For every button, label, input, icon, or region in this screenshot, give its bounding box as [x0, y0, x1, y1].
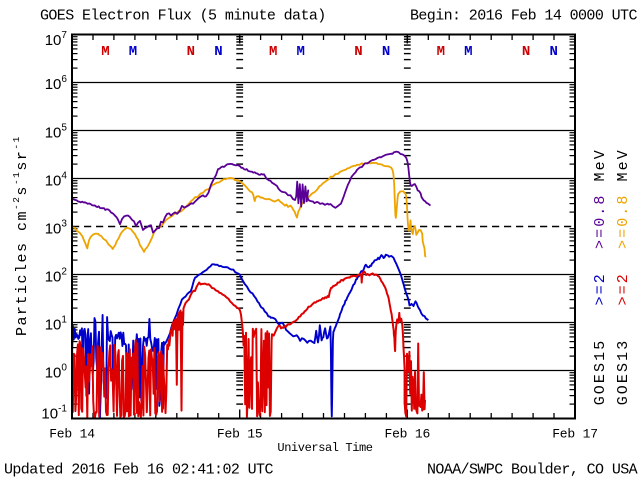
svg-text:>=0.8: >=0.8 [615, 193, 632, 249]
svg-text:10: 10 [45, 365, 62, 382]
svg-text:M: M [101, 44, 109, 60]
svg-text:-1: -1 [58, 404, 67, 415]
svg-text:MeV: MeV [592, 148, 609, 181]
svg-text:N: N [522, 44, 530, 60]
svg-text:NOAA/SWPC Boulder, CO USA: NOAA/SWPC Boulder, CO USA [427, 462, 638, 479]
svg-text:Feb 16: Feb 16 [384, 427, 430, 442]
svg-text:0: 0 [61, 363, 67, 374]
svg-text:10: 10 [45, 32, 62, 49]
svg-text:Universal Time: Universal Time [277, 441, 372, 455]
svg-text:10: 10 [45, 76, 62, 93]
svg-text:M: M [296, 44, 304, 60]
svg-text:Feb 15: Feb 15 [217, 427, 263, 442]
svg-text:M: M [129, 44, 137, 60]
svg-text:3: 3 [61, 219, 67, 230]
svg-text:10: 10 [45, 221, 62, 238]
svg-text:5: 5 [61, 123, 67, 134]
svg-text:N: N [214, 44, 222, 60]
svg-text:6: 6 [61, 74, 67, 85]
svg-text:M: M [437, 44, 445, 60]
svg-text:Feb 17: Feb 17 [552, 427, 598, 442]
svg-text:>=2: >=2 [615, 272, 632, 305]
svg-text:>=0.8: >=0.8 [592, 193, 609, 249]
svg-text:MeV: MeV [615, 148, 632, 181]
svg-text:2: 2 [61, 267, 67, 278]
svg-text:GOES13: GOES13 [615, 339, 632, 406]
svg-text:Feb 14: Feb 14 [49, 427, 95, 442]
svg-text:M: M [269, 44, 277, 60]
svg-text:1: 1 [61, 315, 67, 326]
svg-text:N: N [382, 44, 390, 60]
svg-text:10: 10 [45, 173, 62, 190]
svg-text:GOES Electron Flux (5 minute d: GOES Electron Flux (5 minute data) [40, 8, 326, 25]
svg-text:>=2: >=2 [592, 272, 609, 305]
svg-text:Updated 2016 Feb 16 02:41:02 U: Updated 2016 Feb 16 02:41:02 UTC [4, 462, 273, 479]
svg-text:10: 10 [45, 317, 62, 334]
svg-text:N: N [549, 44, 557, 60]
svg-text:10: 10 [45, 125, 62, 142]
svg-text:Begin: 2016 Feb 14 0000 UTC: Begin: 2016 Feb 14 0000 UTC [410, 8, 637, 25]
svg-text:4: 4 [61, 171, 67, 182]
svg-text:7: 7 [61, 30, 67, 41]
svg-text:M: M [464, 44, 472, 60]
svg-text:GOES15: GOES15 [592, 339, 609, 406]
svg-text:Particles cm-2s-1sr-1: Particles cm-2s-1sr-1 [11, 135, 31, 336]
svg-text:10: 10 [41, 406, 58, 423]
svg-text:10: 10 [45, 269, 62, 286]
svg-text:N: N [187, 44, 195, 60]
svg-text:N: N [354, 44, 362, 60]
